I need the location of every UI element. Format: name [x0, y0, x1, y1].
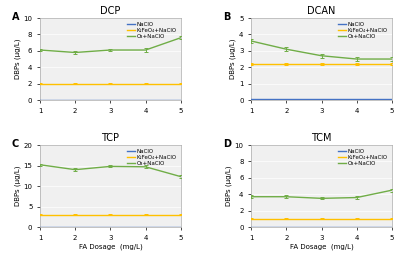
Text: B: B	[223, 12, 230, 21]
Y-axis label: DBPs (μg/L): DBPs (μg/L)	[225, 166, 232, 206]
Y-axis label: DBPs (μg/L): DBPs (μg/L)	[14, 166, 20, 206]
Y-axis label: DBPs (μg/L): DBPs (μg/L)	[14, 39, 20, 79]
Text: A: A	[12, 12, 19, 21]
Legend: NaClO, K₂FeO₄+NaClO, O₃+NaClO: NaClO, K₂FeO₄+NaClO, O₃+NaClO	[337, 21, 389, 40]
Title: TCM: TCM	[311, 133, 332, 143]
Title: DCP: DCP	[100, 6, 120, 16]
X-axis label: FA Dosage  (mg/L): FA Dosage (mg/L)	[290, 244, 354, 250]
Text: C: C	[12, 139, 19, 149]
Y-axis label: DBPs (μg/L): DBPs (μg/L)	[230, 39, 236, 79]
X-axis label: FA Dosage  (mg/L): FA Dosage (mg/L)	[78, 244, 142, 250]
Title: TCP: TCP	[102, 133, 119, 143]
Legend: NaClO, K₂FeO₄+NaClO, O₃+NaClO: NaClO, K₂FeO₄+NaClO, O₃+NaClO	[337, 148, 389, 167]
Legend: NaClO, K₂FeO₄+NaClO, O₃+NaClO: NaClO, K₂FeO₄+NaClO, O₃+NaClO	[126, 148, 178, 167]
Title: DCAN: DCAN	[308, 6, 336, 16]
Text: D: D	[223, 139, 231, 149]
Legend: NaClO, K₂FeO₄+NaClO, O₃+NaClO: NaClO, K₂FeO₄+NaClO, O₃+NaClO	[126, 21, 178, 40]
